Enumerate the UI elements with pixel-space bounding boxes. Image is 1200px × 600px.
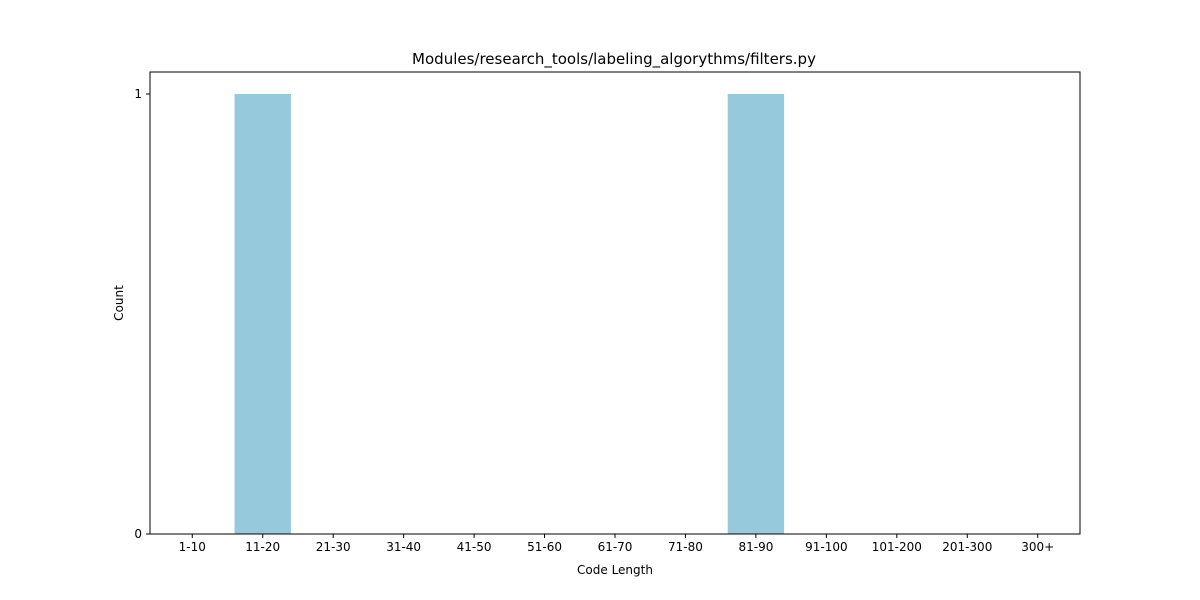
bar-11-20	[234, 94, 291, 534]
y-axis-label: Count	[112, 285, 126, 321]
x-tick-label: 31-40	[386, 540, 421, 554]
x-tick-label: 61-70	[598, 540, 633, 554]
x-tick-label: 51-60	[527, 540, 562, 554]
x-tick-label: 1-10	[179, 540, 206, 554]
y-tick-label: 0	[134, 527, 142, 541]
x-tick-label: 201-300	[942, 540, 992, 554]
x-tick-label: 81-90	[738, 540, 773, 554]
x-axis-ticks: 1-10 11-20 21-30 31-40 41-50 51-60 61-70 71-80 8…	[179, 534, 1054, 554]
chart-title: Modules/research_tools/labeling_algoryth…	[412, 50, 816, 69]
y-axis-ticks: 01	[134, 87, 150, 541]
y-tick-label: 1	[134, 87, 142, 101]
x-tick-label: 71-80	[668, 540, 703, 554]
x-tick-label: 101-200	[872, 540, 922, 554]
x-tick-label: 21-30	[316, 540, 351, 554]
bar-81-90	[727, 94, 785, 534]
x-axis-label: Code Length	[577, 563, 653, 577]
x-tick-label: 300+	[1021, 540, 1054, 554]
x-tick-label: 91-100	[805, 540, 848, 554]
x-tick-label: 41-50	[457, 540, 492, 554]
bars-group	[234, 94, 785, 534]
x-tick-label: 11-20	[245, 540, 280, 554]
